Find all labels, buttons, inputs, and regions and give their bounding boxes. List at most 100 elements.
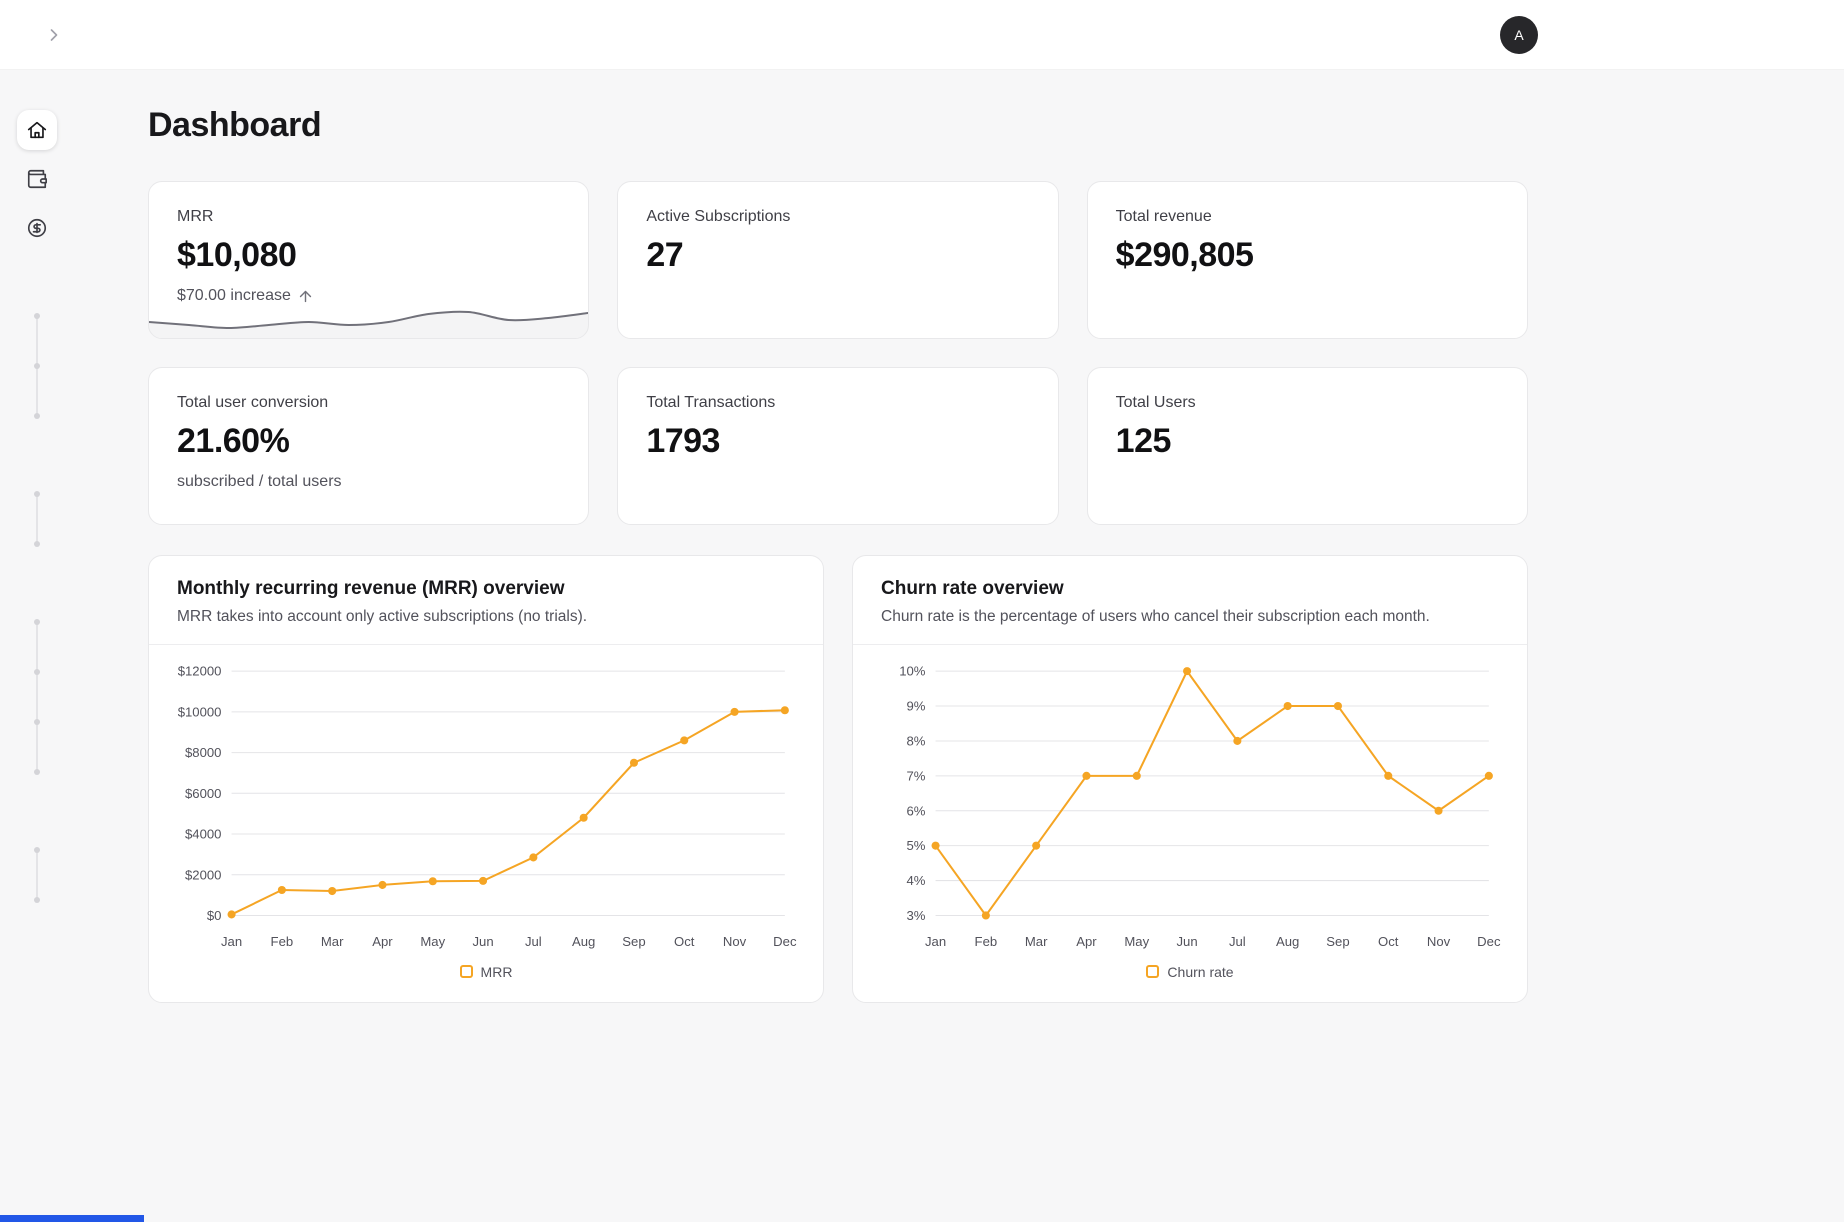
churn-chart-header: Churn rate overview Churn rate is the pe… bbox=[853, 556, 1527, 645]
svg-text:Jun: Jun bbox=[1176, 934, 1197, 949]
svg-text:Jul: Jul bbox=[525, 934, 542, 949]
svg-text:Apr: Apr bbox=[1076, 934, 1097, 949]
stat-value: $10,080 bbox=[177, 236, 297, 274]
legend-swatch-icon bbox=[459, 965, 473, 979]
svg-text:9%: 9% bbox=[907, 699, 926, 714]
sidebar-skeleton-nav bbox=[34, 257, 40, 903]
home-icon bbox=[27, 121, 47, 139]
churn-legend[interactable]: Churn rate bbox=[877, 960, 1503, 986]
stat-label: MRR bbox=[177, 208, 214, 225]
stat-label: Total user conversion bbox=[177, 394, 329, 411]
chart-title: Monthly recurring revenue (MRR) overview bbox=[177, 578, 565, 599]
svg-text:Mar: Mar bbox=[1025, 934, 1048, 949]
skeleton-dot bbox=[34, 413, 40, 419]
svg-text:$4000: $4000 bbox=[185, 827, 221, 842]
svg-text:Jan: Jan bbox=[221, 934, 242, 949]
sidebar-item-revenue[interactable] bbox=[17, 208, 57, 248]
svg-text:Aug: Aug bbox=[1276, 934, 1299, 949]
skeleton-dot bbox=[34, 491, 40, 497]
svg-text:Feb: Feb bbox=[271, 934, 294, 949]
svg-text:Apr: Apr bbox=[372, 934, 393, 949]
sidebar-item-home[interactable] bbox=[17, 110, 57, 150]
legend-label: Churn rate bbox=[1167, 963, 1234, 980]
skeleton-dot bbox=[34, 769, 40, 775]
top-bar: A bbox=[0, 0, 1844, 70]
stat-subtext-label: $70.00 increase bbox=[177, 287, 291, 304]
svg-text:May: May bbox=[1124, 934, 1149, 949]
stat-card-total-transactions: Total Transactions 1793 bbox=[617, 367, 1059, 525]
svg-text:Dec: Dec bbox=[1477, 934, 1501, 949]
svg-text:Aug: Aug bbox=[572, 934, 595, 949]
mrr-line-chart: $0 $2000 $4000 $6000 $8000 $10000 $12000 Jan Feb… bbox=[178, 664, 797, 949]
svg-text:Feb: Feb bbox=[975, 934, 998, 949]
chart-title: Churn rate overview bbox=[881, 578, 1064, 599]
chart-subtitle: MRR takes into account only active subsc… bbox=[177, 608, 588, 625]
svg-text:$0: $0 bbox=[207, 908, 222, 923]
skeleton-dot bbox=[34, 363, 40, 369]
page-title: Dashboard bbox=[148, 106, 322, 144]
stat-label: Active Subscriptions bbox=[646, 208, 791, 225]
svg-text:Sep: Sep bbox=[622, 934, 645, 949]
stat-card-total-users: Total Users 125 bbox=[1086, 367, 1528, 525]
skeleton-dot bbox=[34, 313, 40, 319]
mrr-sparkline-chart bbox=[149, 310, 589, 338]
svg-text:8%: 8% bbox=[907, 733, 926, 748]
svg-text:Mar: Mar bbox=[321, 934, 344, 949]
stat-card-active-subscriptions: Active Subscriptions 27 bbox=[617, 181, 1059, 339]
churn-chart-card: Churn rate overview Churn rate is the pe… bbox=[852, 555, 1528, 1003]
sidebar bbox=[0, 70, 74, 1222]
svg-text:4%: 4% bbox=[907, 873, 926, 888]
svg-text:6%: 6% bbox=[907, 803, 926, 818]
svg-text:$8000: $8000 bbox=[185, 745, 221, 760]
main-content: Dashboard MRR $10,080 $70.00 increase Ac… bbox=[74, 70, 1528, 1003]
svg-text:Jul: Jul bbox=[1229, 934, 1246, 949]
stat-subtext: subscribed / total users bbox=[177, 473, 560, 491]
skeleton-dot bbox=[34, 897, 40, 903]
stat-label: Total Transactions bbox=[646, 394, 776, 411]
mrr-legend[interactable]: MRR bbox=[173, 960, 799, 986]
stat-value: $290,805 bbox=[1115, 236, 1254, 274]
stat-card-user-conversion: Total user conversion 21.60% subscribed … bbox=[148, 367, 590, 525]
skeleton-group bbox=[34, 491, 40, 547]
legend-swatch-icon bbox=[1146, 965, 1160, 979]
svg-text:$2000: $2000 bbox=[185, 867, 221, 882]
chevron-right-icon bbox=[50, 28, 58, 41]
svg-text:Jun: Jun bbox=[472, 934, 493, 949]
stat-label: Total revenue bbox=[1115, 208, 1212, 225]
stat-value: 21.60% bbox=[177, 422, 290, 460]
skeleton-dot bbox=[34, 619, 40, 625]
stats-grid: MRR $10,080 $70.00 increase Active Subsc… bbox=[148, 181, 1528, 525]
svg-text:10%: 10% bbox=[899, 664, 926, 679]
mrr-chart-body: $0 $2000 $4000 $6000 $8000 $10000 $12000 Jan Feb… bbox=[149, 645, 823, 1002]
svg-text:$6000: $6000 bbox=[185, 786, 221, 801]
sidebar-item-wallet[interactable] bbox=[17, 159, 57, 199]
stat-value: 125 bbox=[1115, 422, 1172, 460]
skeleton-dot bbox=[34, 669, 40, 675]
charts-grid: Monthly recurring revenue (MRR) overview… bbox=[148, 555, 1528, 1003]
svg-text:May: May bbox=[420, 934, 445, 949]
legend-label: MRR bbox=[480, 963, 513, 980]
svg-text:Nov: Nov bbox=[723, 934, 747, 949]
skeleton-dot bbox=[34, 847, 40, 853]
dollar-circle-icon bbox=[27, 218, 47, 238]
avatar[interactable]: A bbox=[1500, 15, 1538, 54]
stat-card-mrr: MRR $10,080 $70.00 increase bbox=[148, 181, 590, 339]
skeleton-group bbox=[34, 847, 40, 903]
stat-label: Total Users bbox=[1115, 394, 1196, 411]
stat-subtext-label: subscribed / total users bbox=[177, 473, 342, 490]
svg-text:$10000: $10000 bbox=[178, 704, 222, 719]
svg-text:Jan: Jan bbox=[925, 934, 946, 949]
mrr-chart-header: Monthly recurring revenue (MRR) overview… bbox=[149, 556, 823, 645]
stat-card-total-revenue: Total revenue $290,805 bbox=[1086, 181, 1528, 339]
skeleton-group bbox=[34, 619, 40, 775]
wallet-icon bbox=[27, 169, 47, 189]
svg-text:Sep: Sep bbox=[1326, 934, 1349, 949]
svg-text:Nov: Nov bbox=[1427, 934, 1451, 949]
svg-text:Oct: Oct bbox=[1378, 934, 1399, 949]
mrr-chart-card: Monthly recurring revenue (MRR) overview… bbox=[148, 555, 824, 1003]
skeleton-dot bbox=[34, 719, 40, 725]
sidebar-expand-button[interactable] bbox=[36, 17, 72, 53]
arrow-up-icon bbox=[299, 290, 312, 302]
churn-chart-body: 3% 4% 5% 6% 7% 8% 9% 10% Jan Feb Mar Apr May Jun Jul Au… bbox=[853, 645, 1527, 1002]
skeleton-group bbox=[34, 313, 40, 419]
